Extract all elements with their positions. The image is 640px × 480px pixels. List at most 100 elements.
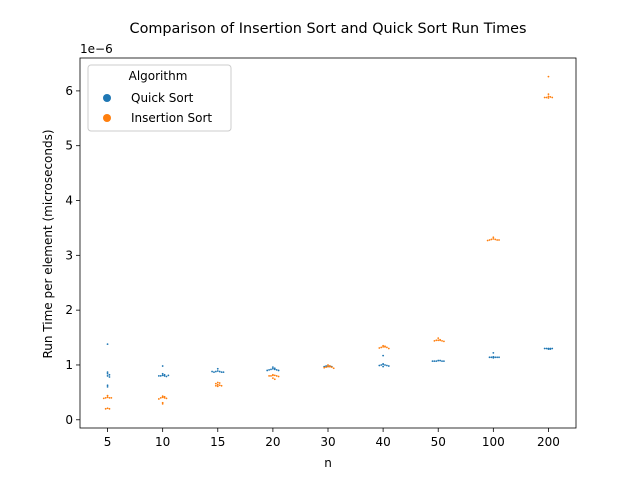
data-point-insertion-sort: [327, 365, 329, 368]
legend-marker-insertion-sort: [103, 114, 111, 122]
data-point-quick-sort: [496, 356, 499, 359]
data-point-insertion-sort: [102, 397, 105, 400]
data-point-insertion-sort: [547, 93, 550, 96]
data-point-insertion-sort: [387, 347, 390, 350]
data-point-quick-sort: [216, 370, 219, 372]
data-point-quick-sort: [106, 371, 109, 373]
data-point-quick-sort: [108, 376, 111, 378]
data-point-quick-sort: [270, 368, 272, 371]
data-point-insertion-sort: [214, 382, 217, 385]
data-point-insertion-sort: [108, 407, 111, 410]
data-point-quick-sort: [163, 375, 166, 377]
data-point-insertion-sort: [439, 339, 442, 342]
data-point-insertion-sort: [330, 366, 333, 369]
data-point-quick-sort: [545, 347, 548, 350]
data-point-insertion-sort: [271, 377, 274, 380]
data-point-insertion-sort: [268, 375, 270, 377]
data-point-quick-sort: [492, 352, 495, 354]
data-point-quick-sort: [106, 385, 109, 388]
data-point-quick-sort: [161, 374, 164, 377]
data-point-insertion-sort: [104, 407, 107, 410]
data-point-quick-sort: [443, 360, 445, 363]
x-tick-label: 20: [265, 435, 280, 449]
data-point-quick-sort: [273, 368, 276, 371]
data-point-quick-sort: [220, 371, 223, 373]
data-point-quick-sort: [159, 375, 162, 377]
data-point-insertion-sort: [433, 339, 436, 342]
data-point-insertion-sort: [496, 239, 499, 241]
data-point-quick-sort: [386, 364, 388, 367]
data-point-insertion-sort: [216, 383, 219, 386]
data-point-quick-sort: [271, 367, 274, 370]
data-point-insertion-sort: [161, 396, 164, 399]
data-point-quick-sort: [543, 347, 546, 350]
data-point-quick-sort: [268, 368, 270, 371]
data-point-quick-sort: [378, 364, 381, 367]
data-point-insertion-sort: [323, 366, 326, 369]
data-points: [102, 75, 554, 410]
data-point-quick-sort: [435, 360, 438, 363]
data-point-insertion-sort: [547, 75, 550, 78]
data-point-insertion-sort: [106, 396, 109, 399]
data-point-quick-sort: [161, 372, 164, 375]
y-tick-label: 2: [65, 303, 73, 317]
data-point-insertion-sort: [329, 365, 331, 368]
y-tick-label: 1: [65, 358, 73, 372]
data-point-quick-sort: [266, 369, 269, 372]
x-tick-label: 15: [210, 435, 225, 449]
legend-title: Algorithm: [129, 69, 188, 83]
data-point-insertion-sort: [494, 238, 497, 241]
data-point-insertion-sort: [157, 398, 160, 400]
data-point-quick-sort: [437, 359, 440, 362]
data-point-insertion-sort: [104, 396, 107, 399]
x-axis-label: n: [324, 456, 332, 470]
data-point-insertion-sort: [218, 384, 221, 387]
data-point-insertion-sort: [547, 95, 550, 98]
data-point-insertion-sort: [549, 96, 552, 98]
data-point-insertion-sort: [161, 402, 164, 405]
data-point-insertion-sort: [488, 239, 491, 241]
x-tick-label: 50: [431, 435, 446, 449]
y-tick-label: 6: [65, 84, 73, 98]
x-tick-label: 5: [104, 435, 112, 449]
data-point-quick-sort: [211, 370, 213, 373]
data-point-insertion-sort: [551, 96, 554, 99]
data-point-insertion-sort: [382, 345, 385, 348]
x-tick-label: 10: [155, 435, 170, 449]
data-point-insertion-sort: [108, 396, 111, 399]
legend: Algorithm Quick Sort Insertion Sort: [87, 64, 232, 132]
chart-title: Comparison of Insertion Sort and Quick S…: [130, 21, 527, 37]
data-point-insertion-sort: [106, 407, 109, 410]
data-point-quick-sort: [498, 356, 500, 359]
y-tick-label: 3: [65, 248, 73, 262]
data-point-insertion-sort: [273, 378, 276, 381]
data-point-quick-sort: [222, 371, 225, 373]
x-tick-label: 100: [482, 435, 505, 449]
data-point-insertion-sort: [273, 374, 276, 377]
data-point-quick-sort: [218, 370, 221, 373]
data-point-insertion-sort: [435, 339, 438, 342]
data-point-quick-sort: [382, 354, 385, 357]
data-point-insertion-sort: [165, 397, 168, 400]
data-point-insertion-sort: [275, 375, 278, 377]
data-point-quick-sort: [488, 356, 491, 359]
data-point-insertion-sort: [216, 385, 219, 388]
data-point-quick-sort: [439, 359, 442, 362]
legend-label-quick-sort: Quick Sort: [131, 91, 194, 105]
data-point-quick-sort: [161, 365, 164, 367]
data-point-insertion-sort: [492, 236, 495, 239]
data-point-quick-sort: [277, 369, 280, 372]
data-point-insertion-sort: [271, 374, 274, 377]
data-point-insertion-sort: [498, 239, 500, 241]
data-point-quick-sort: [490, 356, 493, 359]
data-point-quick-sort: [551, 347, 554, 350]
data-point-insertion-sort: [159, 396, 162, 399]
y-tick-label: 5: [65, 139, 73, 153]
y-tick-label: 0: [65, 413, 73, 427]
data-point-quick-sort: [271, 366, 274, 369]
data-point-insertion-sort: [490, 238, 493, 241]
data-point-insertion-sort: [216, 381, 219, 384]
data-point-insertion-sort: [437, 339, 440, 342]
data-point-quick-sort: [387, 365, 390, 367]
